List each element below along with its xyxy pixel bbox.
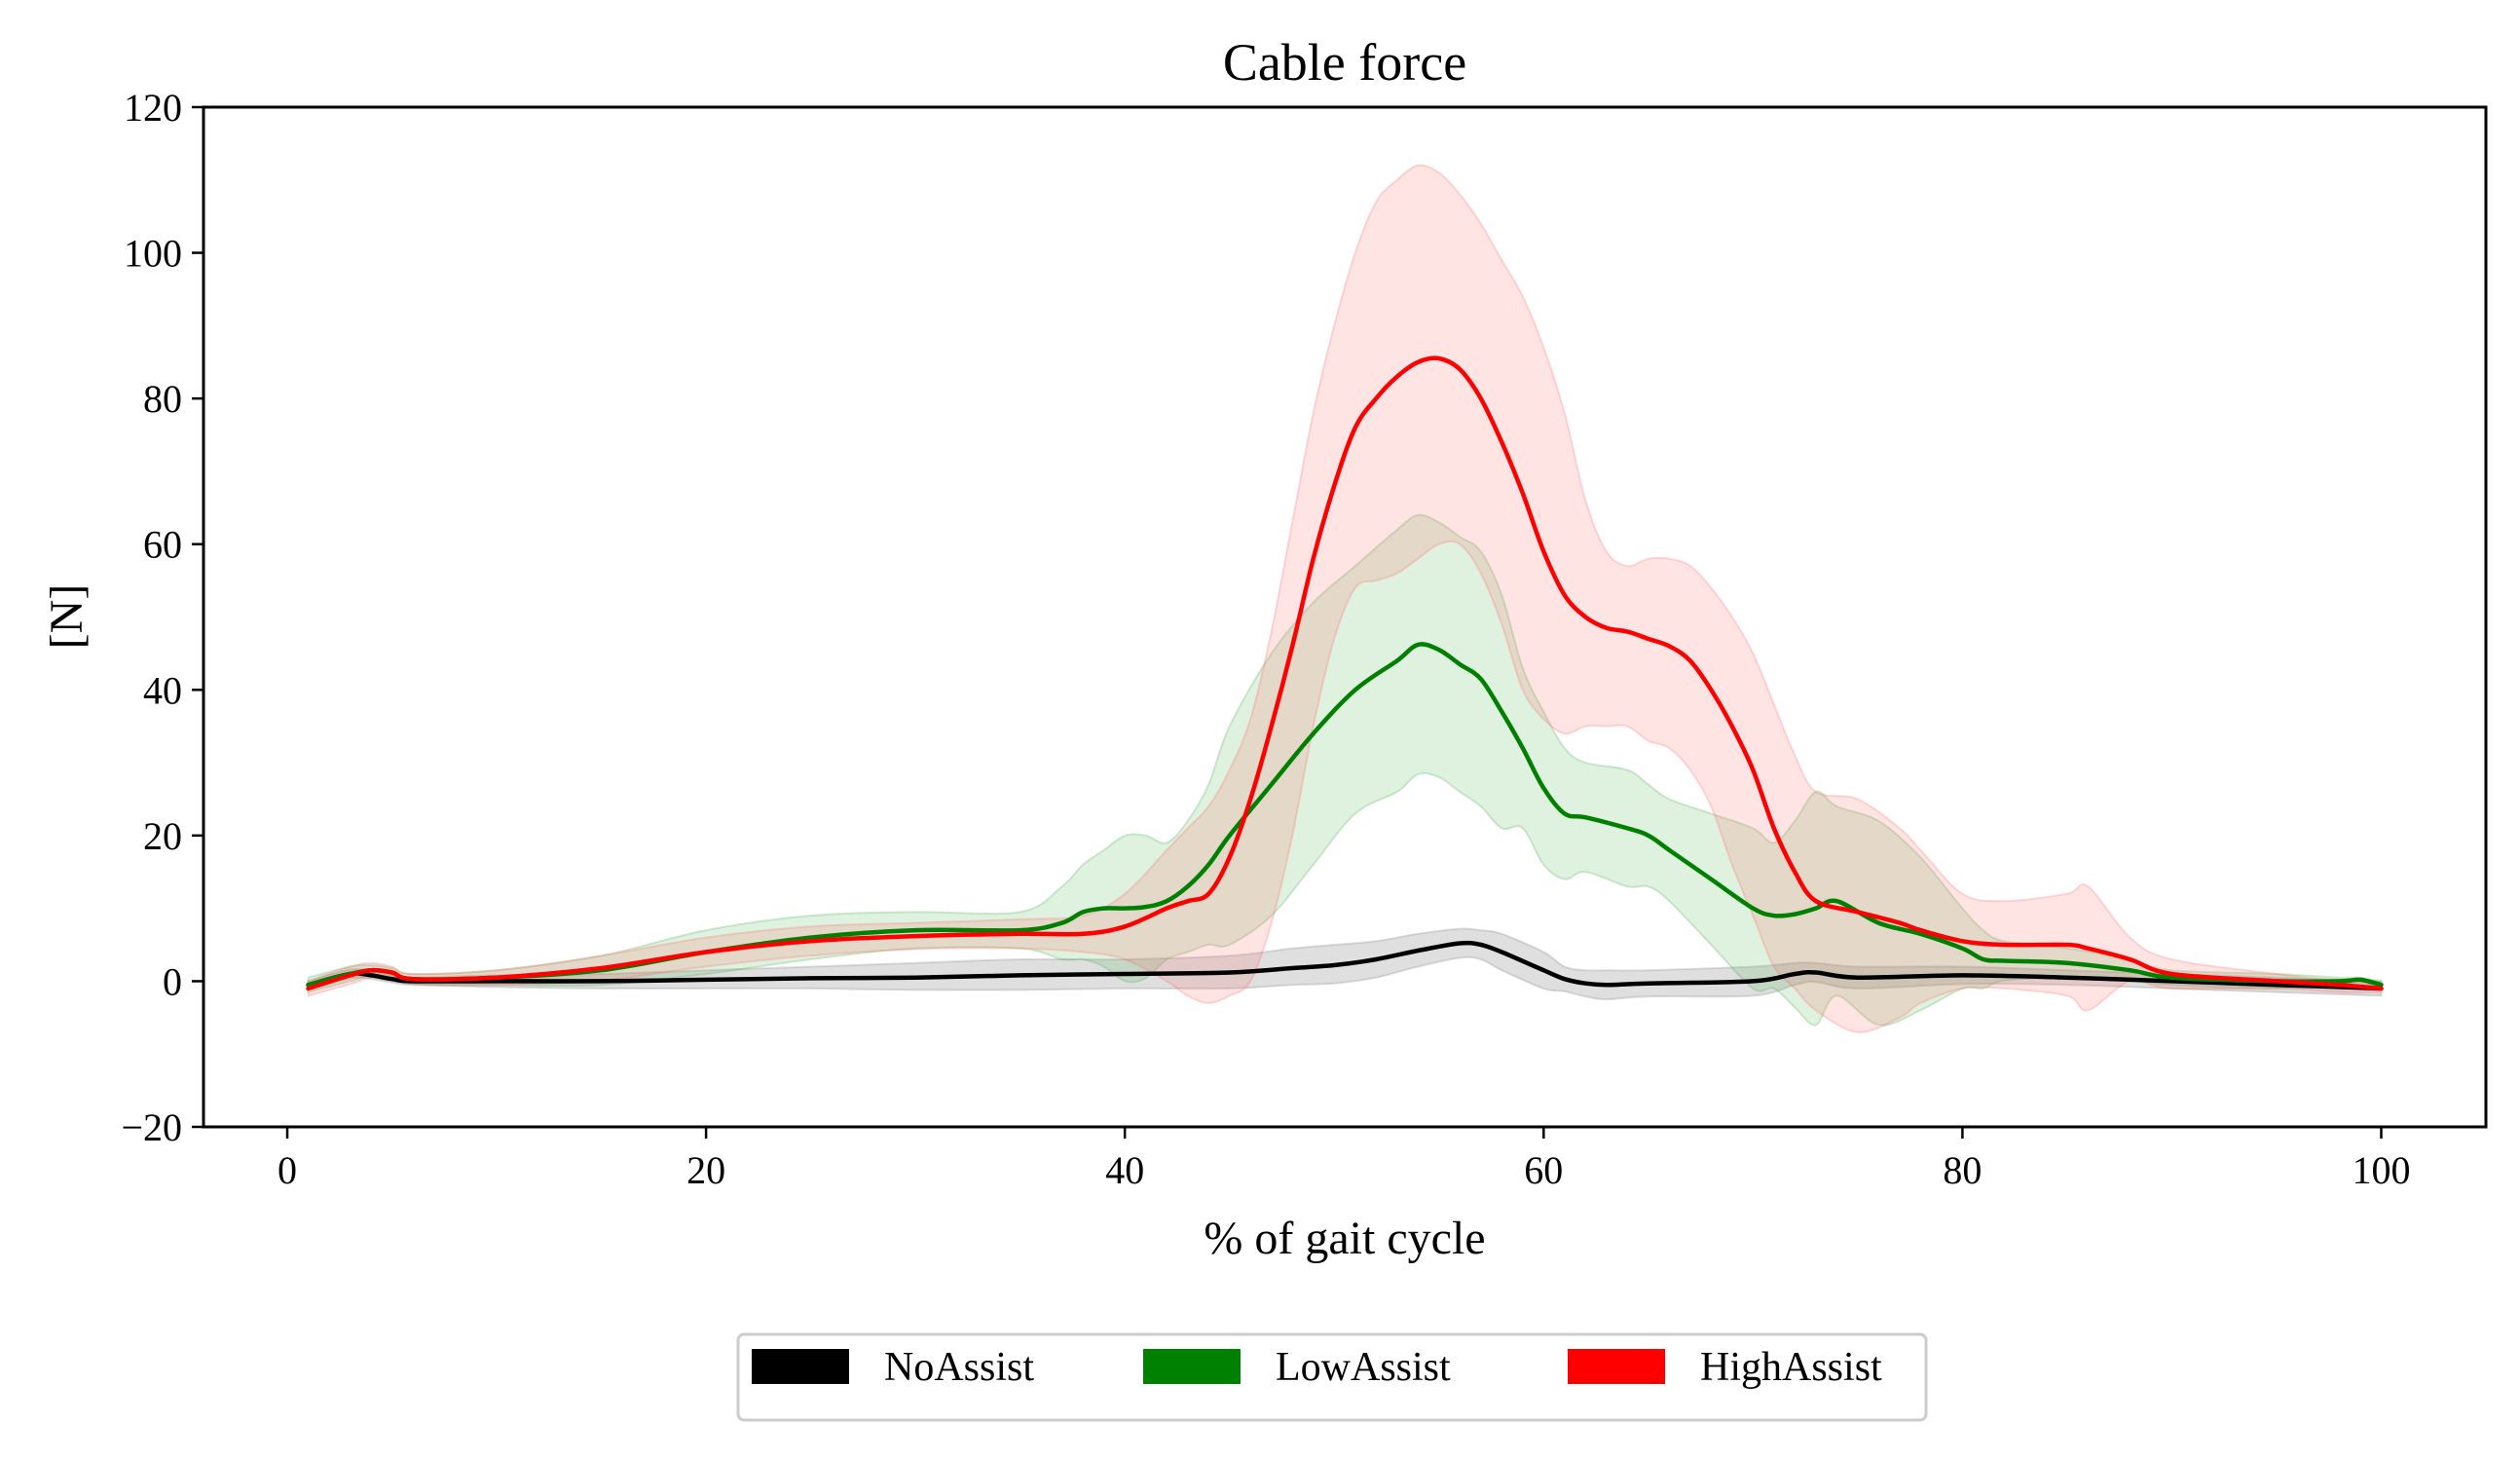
legend: NoAssist LowAssist HighAssist	[736, 1332, 1928, 1422]
legend-item-highassist: HighAssist	[1568, 1345, 1882, 1390]
x-axis-title: % of gait cycle	[1204, 1213, 1485, 1264]
y-tick-label: 20	[143, 814, 182, 858]
plot-area-frame	[202, 105, 2488, 1129]
y-tick-label: −20	[121, 1105, 182, 1149]
legend-label-highassist: HighAssist	[1700, 1345, 1882, 1390]
lowassist-band	[307, 513, 2383, 1027]
legend-label-noassist: NoAssist	[884, 1345, 1034, 1390]
x-axis-ticks: 0 20 40 60 80 100	[278, 1127, 2410, 1192]
x-tick-label: 100	[2352, 1148, 2410, 1192]
legend-label-lowassist: LowAssist	[1276, 1345, 1451, 1390]
x-tick-label: 0	[278, 1148, 297, 1192]
y-tick-label: 100	[124, 232, 182, 276]
legend-item-noassist: NoAssist	[752, 1345, 1034, 1390]
y-tick-label: 40	[143, 668, 182, 712]
y-tick-label: 80	[143, 377, 182, 421]
legend-item-lowassist: LowAssist	[1143, 1345, 1451, 1390]
chart-title: Cable force	[1223, 33, 1466, 92]
x-tick-label: 80	[1943, 1148, 1982, 1192]
highassist-line	[306, 355, 2384, 991]
y-axis-ticks: −20 0 20 40 60 80 100 120	[121, 86, 204, 1149]
x-tick-label: 20	[686, 1148, 725, 1192]
x-tick-label: 60	[1524, 1148, 1563, 1192]
legend-swatch-highassist	[1568, 1349, 1665, 1384]
y-tick-label: 120	[124, 86, 182, 130]
y-tick-label: 60	[143, 523, 182, 567]
y-tick-label: 0	[163, 959, 182, 1003]
legend-swatch-lowassist	[1143, 1349, 1241, 1384]
x-tick-label: 40	[1105, 1148, 1144, 1192]
legend-swatch-noassist	[752, 1349, 849, 1384]
legend-items: NoAssist LowAssist HighAssist	[752, 1345, 1882, 1390]
lowassist-line	[306, 642, 2384, 988]
noassist-line	[306, 940, 2384, 991]
series-lines	[306, 355, 2384, 991]
y-axis-title: [N]	[41, 584, 93, 650]
